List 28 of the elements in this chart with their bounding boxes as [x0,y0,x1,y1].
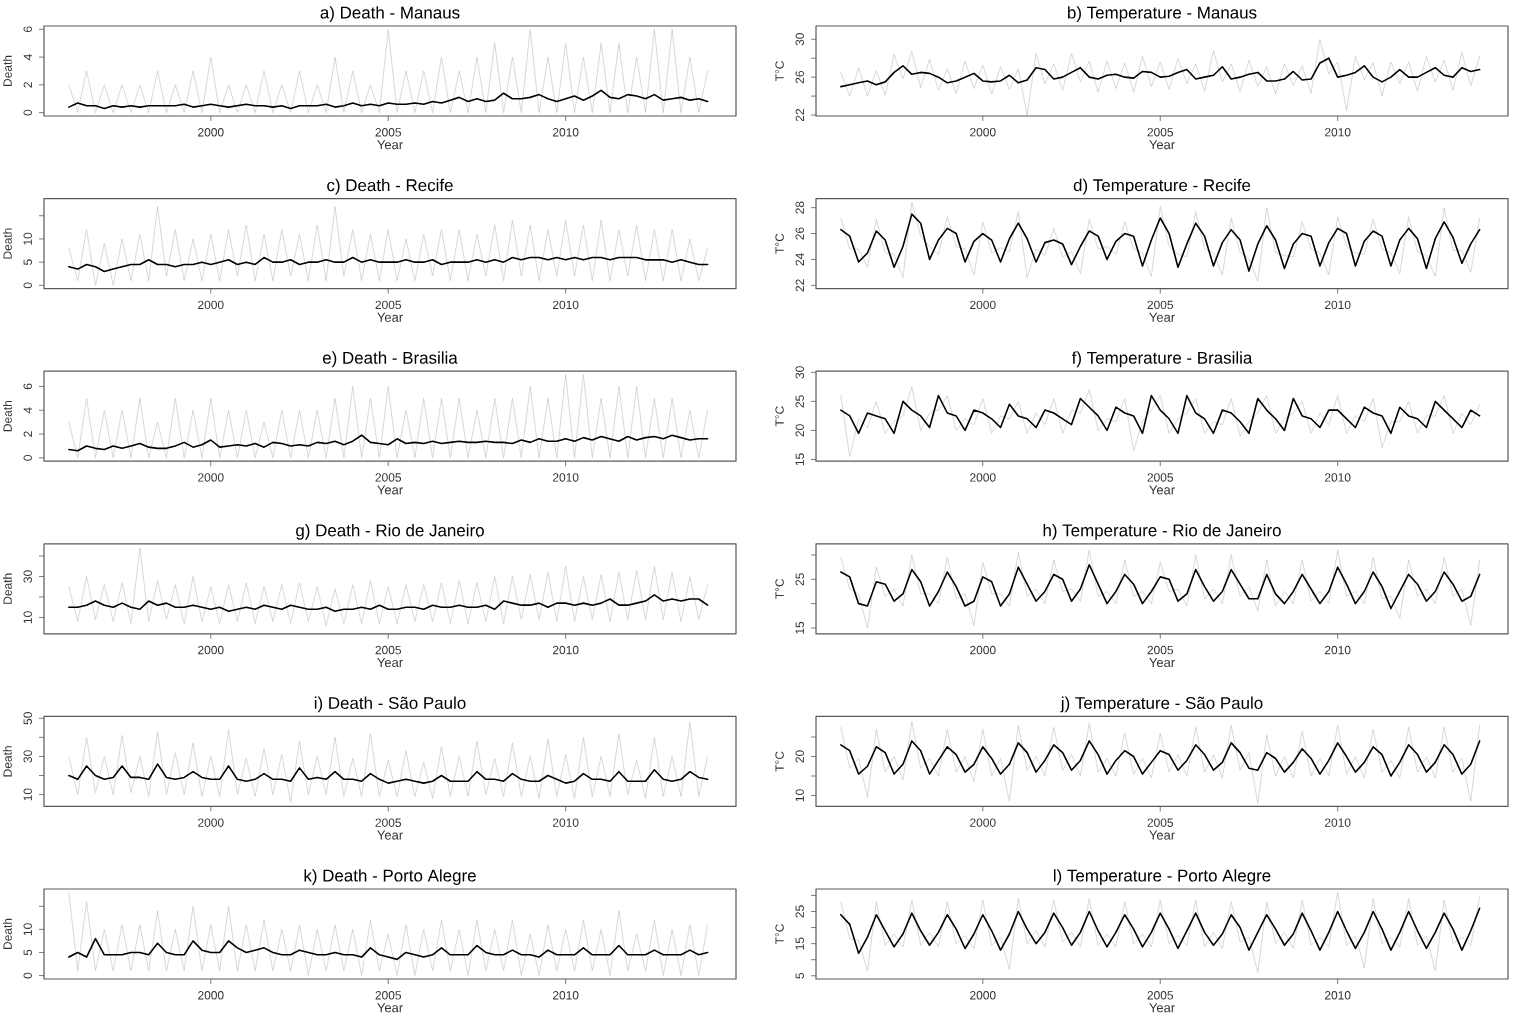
line-series [840,891,1480,973]
line-series [840,740,1481,777]
line-series [68,29,708,113]
chart-title: f) Temperature - Brasilia [1071,351,1253,368]
line-series [840,721,1480,804]
line-series [840,563,1481,610]
line-series [840,213,1481,272]
line-series [68,721,708,803]
line-series [68,892,708,976]
chart-title: j) Temperature - São Paulo [1060,696,1263,713]
chart-title: l) Temperature - Porto Alegre [1053,869,1271,885]
line-series [68,374,708,459]
chart-title: i) Death - São Paulo [314,696,466,713]
chart-title: b) Temperature - Manaus [1068,6,1257,22]
line-series [840,57,1481,88]
chart-title: a) Death - Manaus [320,6,460,22]
chart-title: h) Temperature - Rio de Janeiro [1043,523,1281,540]
chart-title: d) Temperature - Recife [1073,178,1251,195]
chart-title: g) Death - Rio de Janeiro [296,523,484,540]
chart-title: c) Death - Recife [327,178,453,195]
chart-title: e) Death - Brasilia [322,351,458,368]
line-series [840,202,1480,282]
line-series [840,549,1480,629]
chart-title: k) Death - Porto Alegre [304,869,476,885]
line-series [840,386,1480,457]
line-series [68,206,708,286]
line-series [68,547,708,626]
line-series [840,38,1480,116]
